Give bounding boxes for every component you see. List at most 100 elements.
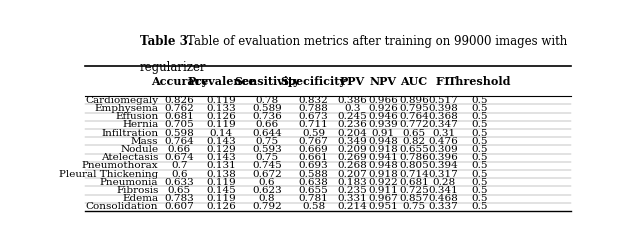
Text: 0.236: 0.236 (337, 120, 367, 129)
Text: 0.5: 0.5 (472, 112, 488, 121)
Text: 0.795: 0.795 (399, 104, 429, 113)
Text: 0.772: 0.772 (399, 120, 429, 129)
Text: 0.948: 0.948 (368, 137, 398, 146)
Text: 0.951: 0.951 (368, 202, 398, 211)
Text: 0.65: 0.65 (168, 186, 191, 195)
Text: 0.268: 0.268 (337, 161, 367, 170)
Text: PPV: PPV (340, 76, 365, 87)
Text: Fibrosis: Fibrosis (116, 186, 158, 195)
Text: 0.6: 0.6 (171, 169, 188, 179)
Text: Specificity: Specificity (281, 76, 346, 87)
Text: Emphysema: Emphysema (94, 104, 158, 113)
Text: 0.398: 0.398 (429, 104, 458, 113)
Text: 0.711: 0.711 (299, 120, 328, 129)
Text: 0.59: 0.59 (302, 129, 325, 137)
Text: Consolidation: Consolidation (86, 202, 158, 211)
Text: 0.5: 0.5 (472, 194, 488, 203)
Text: 0.28: 0.28 (432, 178, 455, 187)
Text: Prevalence: Prevalence (187, 76, 255, 87)
Text: 0.138: 0.138 (207, 169, 236, 179)
Text: 0.725: 0.725 (399, 186, 429, 195)
Text: 0.638: 0.638 (299, 178, 328, 187)
Text: 0.349: 0.349 (337, 137, 367, 146)
Text: 0.655: 0.655 (299, 186, 328, 195)
Text: 0.966: 0.966 (368, 96, 398, 105)
Text: 0.736: 0.736 (252, 112, 282, 121)
Text: 0.783: 0.783 (164, 194, 194, 203)
Text: 0.119: 0.119 (207, 96, 236, 105)
Text: 0.7: 0.7 (171, 161, 188, 170)
Text: Atelectasis: Atelectasis (101, 153, 158, 162)
Text: 0.788: 0.788 (299, 104, 328, 113)
Text: 0.75: 0.75 (255, 153, 278, 162)
Text: 0.607: 0.607 (164, 202, 194, 211)
Text: 0.5: 0.5 (472, 129, 488, 137)
Text: 0.14: 0.14 (210, 129, 233, 137)
Text: 0.145: 0.145 (207, 186, 236, 195)
Text: 0.826: 0.826 (164, 96, 194, 105)
Text: 0.75: 0.75 (255, 137, 278, 146)
Text: 0.66: 0.66 (168, 145, 191, 154)
Text: 0.764: 0.764 (399, 112, 429, 121)
Text: 0.6: 0.6 (259, 178, 275, 187)
Text: 0.792: 0.792 (252, 202, 282, 211)
Text: 0.368: 0.368 (429, 112, 458, 121)
Text: Pneumonia: Pneumonia (100, 178, 158, 187)
Text: 0.58: 0.58 (302, 202, 325, 211)
Text: 0.5: 0.5 (472, 202, 488, 211)
Text: 0.918: 0.918 (368, 145, 398, 154)
Text: Nodule: Nodule (120, 145, 158, 154)
Text: 0.589: 0.589 (252, 104, 282, 113)
Text: regularizer: regularizer (140, 61, 206, 74)
Text: 0.673: 0.673 (299, 112, 328, 121)
Text: 0.341: 0.341 (429, 186, 458, 195)
Text: 0.66: 0.66 (255, 120, 278, 129)
Text: 0.394: 0.394 (429, 161, 458, 170)
Text: 0.922: 0.922 (368, 178, 398, 187)
Text: 0.31: 0.31 (432, 129, 455, 137)
Text: 0.269: 0.269 (337, 153, 367, 162)
Text: 0.946: 0.946 (368, 112, 398, 121)
Text: 0.911: 0.911 (368, 186, 398, 195)
Text: 0.347: 0.347 (429, 120, 458, 129)
Text: 0.5: 0.5 (472, 96, 488, 105)
Text: Edema: Edema (122, 194, 158, 203)
Text: Pneumothorax: Pneumothorax (82, 161, 158, 170)
Text: 0.939: 0.939 (368, 120, 398, 129)
Text: 0.143: 0.143 (207, 153, 236, 162)
Text: 0.331: 0.331 (337, 194, 367, 203)
Text: 0.65: 0.65 (403, 129, 426, 137)
Text: 0.681: 0.681 (399, 178, 429, 187)
Text: 0.75: 0.75 (403, 202, 426, 211)
Text: 0.204: 0.204 (337, 129, 367, 137)
Text: 0.5: 0.5 (472, 186, 488, 195)
Text: 0.832: 0.832 (299, 96, 328, 105)
Text: 0.119: 0.119 (207, 194, 236, 203)
Text: 0.245: 0.245 (337, 112, 367, 121)
Text: 0.82: 0.82 (403, 137, 426, 146)
Text: 0.623: 0.623 (252, 186, 282, 195)
Text: 0.672: 0.672 (252, 169, 282, 179)
Text: 0.5: 0.5 (472, 178, 488, 187)
Text: AUC: AUC (400, 76, 428, 87)
Text: Hernia: Hernia (122, 120, 158, 129)
Text: 0.119: 0.119 (207, 178, 236, 187)
Text: 0.598: 0.598 (164, 129, 194, 137)
Text: 0.781: 0.781 (299, 194, 328, 203)
Text: 0.918: 0.918 (368, 169, 398, 179)
Text: 0.674: 0.674 (164, 153, 194, 162)
Text: 0.896: 0.896 (399, 96, 429, 105)
Text: Infiltration: Infiltration (101, 129, 158, 137)
Text: 0.693: 0.693 (299, 161, 328, 170)
Text: 0.948: 0.948 (368, 161, 398, 170)
Text: 0.476: 0.476 (429, 137, 458, 146)
Text: 0.5: 0.5 (472, 145, 488, 154)
Text: F1: F1 (436, 76, 451, 87)
Text: 0.468: 0.468 (429, 194, 458, 203)
Text: 0.209: 0.209 (337, 145, 367, 154)
Text: 0.386: 0.386 (337, 96, 367, 105)
Text: 0.633: 0.633 (164, 178, 194, 187)
Text: 0.661: 0.661 (299, 153, 328, 162)
Text: 0.5: 0.5 (472, 153, 488, 162)
Text: 0.8: 0.8 (259, 194, 275, 203)
